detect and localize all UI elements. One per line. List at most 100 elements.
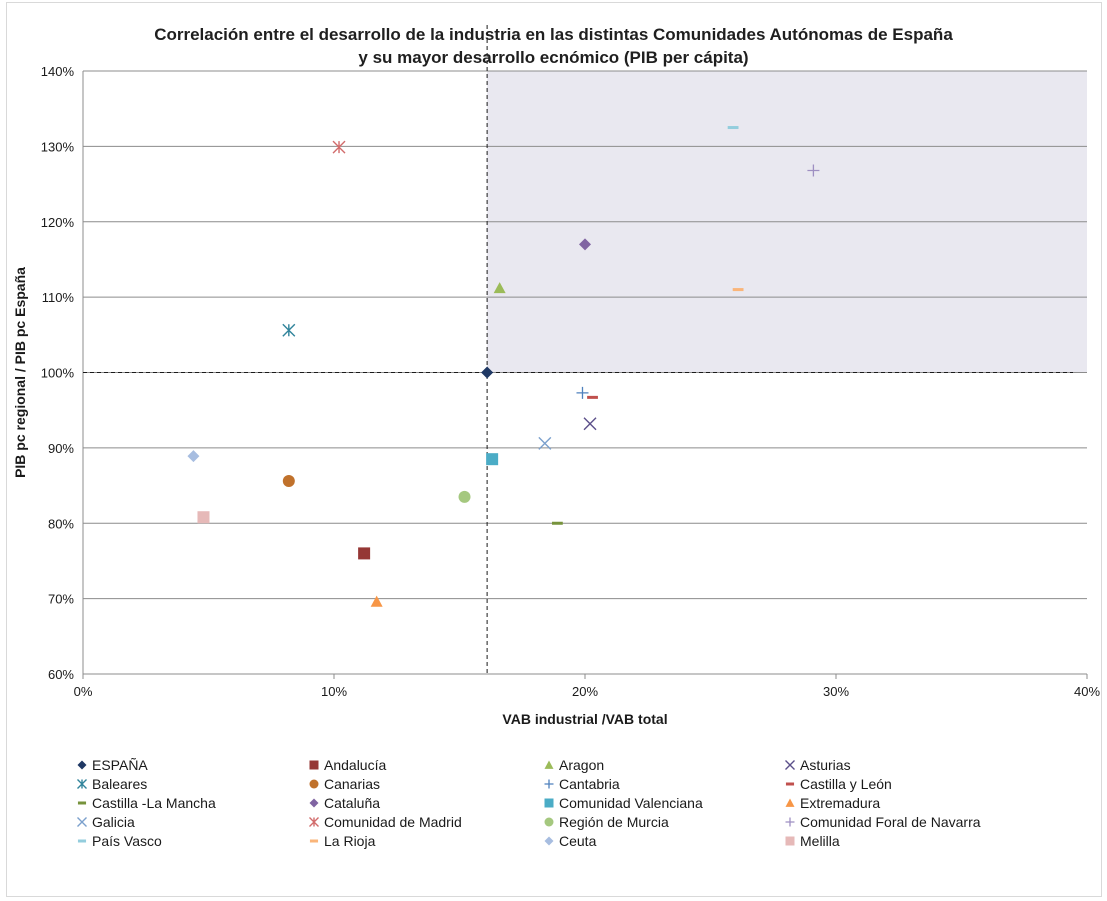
legend-marker-icon [77,817,87,827]
legend-marker-icon [309,839,319,843]
chart-title-line-1: Correlación entre el desarrollo de la in… [154,25,953,44]
legend-marker-icon [544,798,554,808]
legend-marker-icon [544,817,554,827]
legend-item: Cataluña [308,795,380,811]
legend-label: Región de Murcia [559,814,669,830]
y-tick-label: 70% [48,592,74,607]
legend-marker [785,760,795,770]
legend-marker [77,801,87,805]
legend-marker [77,817,87,827]
y-tick-label: 80% [48,516,74,531]
legend-marker [785,798,795,807]
legend-marker [785,836,795,846]
legend-marker [309,779,319,789]
legend-marker [544,760,554,769]
y-axis-title: PIB pc regional / PIB pc España [12,267,28,478]
data-point-4 [282,323,296,337]
legend-label: Castilla y León [800,776,892,792]
data-point-2 [493,282,506,294]
legend-item: Melilla [784,833,840,849]
legend-marker [309,817,319,827]
legend-marker-icon [785,782,795,786]
legend-marker-icon [544,836,554,846]
legend-marker [77,839,87,843]
legend-marker-icon [309,817,319,827]
data-point-0 [481,366,494,379]
data-point-5 [282,475,295,488]
data-point-18 [187,450,200,463]
legend-item: Comunidad de Madrid [308,814,462,830]
data-point-1 [358,547,371,560]
y-tick-label: 60% [48,667,74,682]
legend-label: Extremadura [800,795,881,811]
legend-item: Galicia [76,814,135,830]
legend-item: Aragon [543,757,604,773]
data-point-13 [332,140,346,154]
legend-marker-icon [544,760,554,769]
legend-item: Extremadura [784,795,880,811]
legend-item: Castilla y León [784,776,892,792]
legend-marker [544,836,554,846]
x-tick-label: 10% [321,684,347,699]
legend-item: Baleares [76,776,147,792]
legend-item: Comunidad Foral de Navarra [784,814,981,830]
legend-marker-icon [309,779,319,789]
legend-marker [77,779,87,789]
legend-label: Cantabria [559,776,620,792]
legend-marker-icon [309,760,319,770]
legend-marker [309,839,319,843]
legend-item: La Rioja [308,833,375,849]
legend-label: Castilla -La Mancha [92,795,216,811]
legend-item: Asturias [784,757,851,773]
data-point-9 [579,238,591,251]
chart-frame [6,2,1102,897]
legend-marker-icon [785,817,795,827]
legend-item: Castilla -La Mancha [76,795,216,811]
legend-item: País Vasco [76,833,162,849]
legend-marker-icon [77,801,87,805]
legend-label: Comunidad Valenciana [559,795,703,811]
legend-label: La Rioja [324,833,376,849]
legend-item: Comunidad Valenciana [543,795,703,811]
x-tick-label: 0% [74,684,93,699]
legend-marker-icon [77,779,87,789]
chart-title-line-2: y su mayor desarrollo ecnómico (PIB per … [358,48,749,67]
legend-marker [544,798,554,808]
legend-marker [544,779,554,789]
data-point-8 [551,521,563,525]
legend-label: Comunidad Foral de Navarra [800,814,981,830]
x-tick-label: 40% [1074,684,1100,699]
legend-label: ESPAÑA [92,757,148,773]
x-axis-title: VAB industrial /VAB total [502,711,667,727]
data-point-16 [727,126,739,130]
data-point-11 [370,595,383,607]
data-point-19 [197,511,210,524]
legend-label: Cataluña [324,795,381,811]
legend-marker-icon [785,760,795,770]
legend-label: País Vasco [92,833,162,849]
legend-item: Ceuta [543,833,596,849]
legend-marker [544,817,554,827]
data-point-14 [458,490,471,503]
legend-label: Canarias [324,776,381,792]
y-tick-label: 130% [41,139,75,154]
x-tick-label: 30% [823,684,849,699]
legend-label: Melilla [800,833,840,849]
legend-label: Comunidad de Madrid [324,814,462,830]
legend-marker-icon [544,779,554,789]
data-point-10 [486,453,499,466]
legend-marker-icon [309,798,319,808]
data-point-7 [587,395,598,399]
y-tick-label: 110% [42,290,75,305]
data-point-12 [538,436,552,450]
legend-marker-icon [77,760,87,770]
legend-item: Andalucía [308,757,386,773]
legend-marker-icon [785,798,795,807]
legend-marker [785,782,795,786]
data-point-3 [583,417,597,431]
y-tick-label: 90% [48,441,74,456]
legend-label: Aragon [559,757,605,773]
legend-marker-icon [77,839,87,843]
legend-marker [309,760,319,770]
